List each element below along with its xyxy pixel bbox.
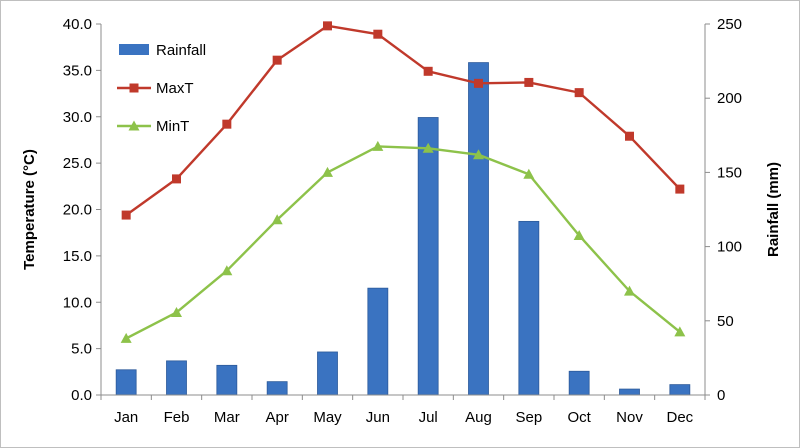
right-tick-label: 250 [717,16,742,33]
mint-line [125,145,681,340]
legend-swatch-marker [128,120,140,131]
rainfall-bar [367,287,389,396]
rainfall-bar [317,351,338,396]
maxt-point [323,21,332,31]
legend-item-rainfall: Rainfall [119,42,206,59]
mint-point [674,326,686,337]
mint-point [473,149,484,160]
rainfall-bar [166,360,187,396]
rainfall-bars [115,62,691,396]
left-tick-label: 10.0 [63,294,92,311]
x-tick-label: Feb [164,409,190,426]
mint-point [422,142,434,153]
right-tick-label: 200 [717,90,742,107]
maxt-point [474,78,483,88]
right-tick-label: 0 [717,387,725,404]
mint-point [523,168,535,179]
rainfall-bar [518,220,540,396]
right-tick-label: 50 [717,313,734,330]
rainfall-bar [619,388,640,396]
mint-point [171,306,182,317]
y-axis-title: Temperature (°C) [21,149,38,270]
x-tick-label: May [313,409,342,426]
left-tick-label: 40.0 [63,16,92,33]
maxt-point [222,119,232,129]
legend-label: MinT [156,118,189,135]
left-tick-label: 20.0 [63,202,92,219]
maxt-point [373,29,383,39]
mint-point [573,229,585,240]
rainfall-bar [115,369,137,396]
mint-point [372,140,384,151]
legend-label: MaxT [156,80,194,97]
rainfall-bar [468,62,489,396]
maxt-line [125,24,681,217]
maxt-point [423,66,433,76]
left-tick-label: 25.0 [63,155,92,172]
x-tick-label: Sep [515,409,542,426]
left-tick-label: 30.0 [63,109,92,126]
maxt-series [121,21,685,220]
rainfall-bar [266,381,288,396]
left-tick-label: 35.0 [63,62,92,79]
legend-item-maxt: MaxT [117,80,194,97]
right-tick-label: 100 [717,239,742,256]
x-tick-label: Jan [114,409,138,426]
rainfall-bar [216,364,238,396]
x-tick-label: Nov [616,409,643,426]
left-tick-label: 0.0 [71,387,92,404]
x-tick-label: Oct [567,409,591,426]
legend: Rainfall MaxT MinT [117,42,206,135]
left-tick-label: 15.0 [63,248,92,265]
rainfall-bar [669,384,691,396]
maxt-point [675,184,685,194]
maxt-point [272,55,282,65]
x-tick-label: Aug [465,409,492,426]
x-tick-label: Jun [366,409,390,426]
legend-label: Rainfall [156,42,206,59]
maxt-point [625,131,634,141]
maxt-point [172,174,181,184]
maxt-point [121,210,131,220]
legend-item-mint: MinT [117,118,189,135]
x-tick-label: Jul [419,409,438,426]
legend-swatch-bar [119,44,149,55]
left-tick-label: 5.0 [71,341,92,358]
mint-point [624,285,635,296]
x-tick-label: Apr [265,409,288,426]
mint-point [120,332,132,343]
rainfall-bar [417,117,439,396]
x-tick-label: Dec [666,409,693,426]
right-tick-label: 150 [717,164,742,181]
y2-axis-title: Rainfall (mm) [765,162,782,257]
legend-swatch-marker [129,83,139,93]
x-tick-label: Mar [214,409,240,426]
rainfall-bar [568,370,590,396]
mint-point [271,214,283,225]
maxt-point [524,77,534,87]
mint-point [221,265,233,276]
mint-point [322,166,333,177]
mint-series [120,140,686,343]
maxt-point [574,88,584,98]
